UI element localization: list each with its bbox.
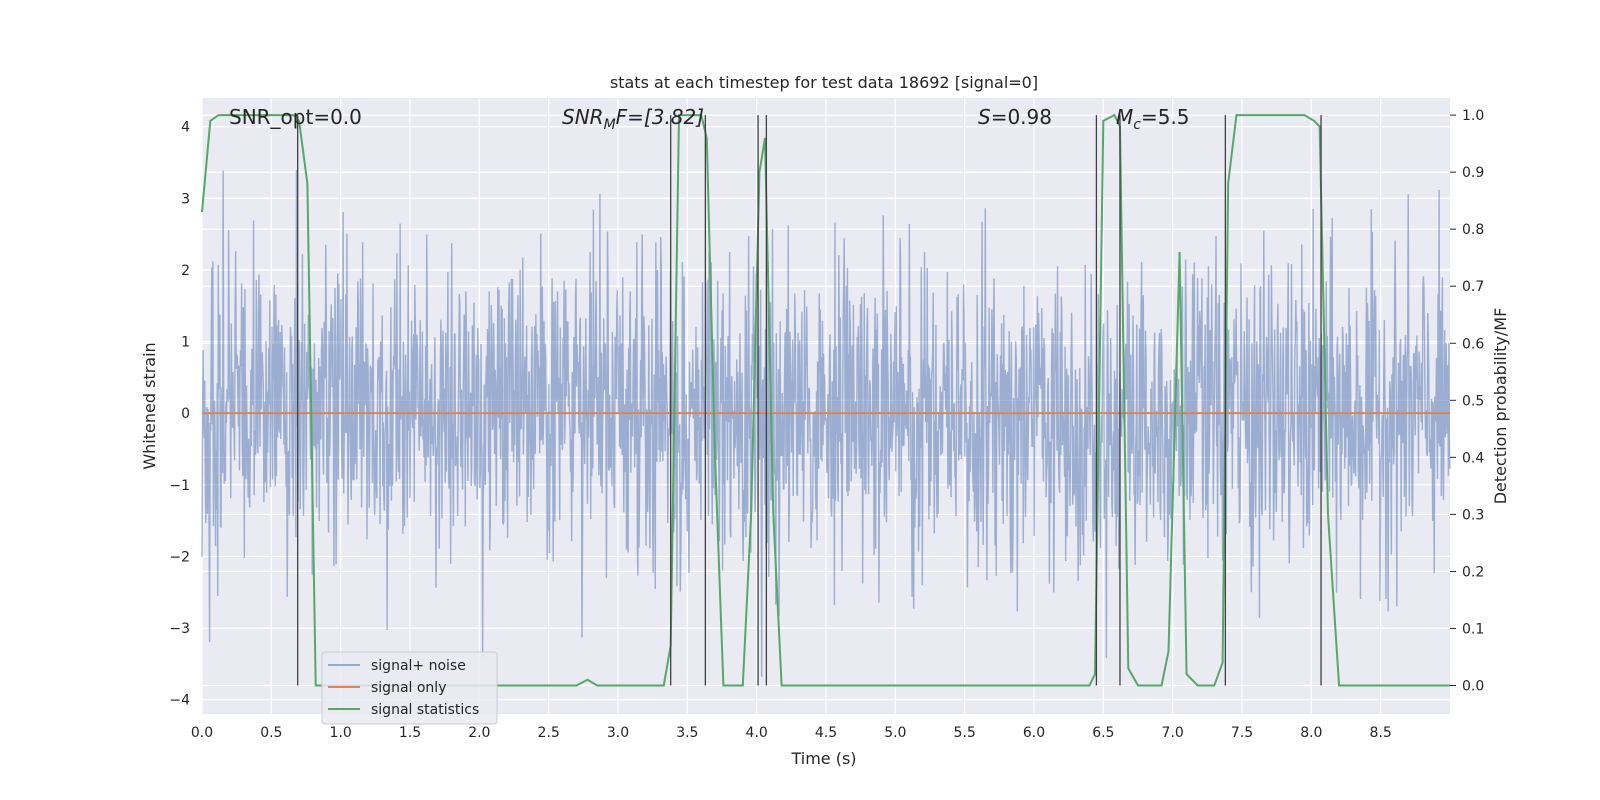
grid-lines [201,98,1450,714]
x-tick-label: 3.0 [607,725,629,741]
detection-markers [297,115,1322,686]
x-tick-label: 7.5 [1231,725,1253,741]
chart-title: stats at each timestep for test data 186… [610,73,1038,92]
x-tick-label: 5.5 [954,725,976,741]
y2-tick-label: 0.5 [1462,393,1484,409]
y2-tick-label: 0.6 [1462,336,1484,352]
annotation-snr-mf-sub: M [604,117,616,133]
annotation-snr-mf-rest: F=[3.82] [616,105,704,129]
x-tick-label: 2.5 [538,725,560,741]
x-tick-label: 5.0 [884,725,906,741]
legend-box [321,651,498,725]
legend-label-signal-plus-noise: signal+ noise [371,658,466,674]
y2-tick-labels: 1.0 0.9 0.8 0.7 0.6 0.5 0.4 0.3 0.2 0.1 0.0 [1450,108,1484,694]
x-tick-label: 0.0 [191,725,213,741]
annotation-snr-mf-base: SNR [562,105,604,129]
legend: signal+ noise signal only signal statist… [321,651,498,725]
x-tick-label: 4.0 [746,725,768,741]
noise-series-signal-plus-noise [201,169,1451,677]
annotation-mc-var: M [1116,105,1133,129]
y2-tick-label: 1.0 [1462,108,1484,124]
y-tick-label: 1 [181,335,190,351]
y2-tick-label: 0.2 [1462,564,1484,580]
annotation-mc-sub: c [1133,117,1141,133]
y-tick-label: 3 [181,191,190,207]
annotation-s: S=0.98 [978,105,1052,129]
y2-tick-label: 0.9 [1462,165,1484,181]
y-tick-label: 0 [181,406,190,422]
y2-tick-label: 0.1 [1462,621,1484,637]
annotation-s-var: S [978,105,991,129]
y-tick-label: 4 [181,120,190,136]
annotation-s-rest: =0.98 [991,105,1052,129]
y2-tick-label: 0.8 [1462,222,1484,238]
legend-label-signal-statistics: signal statistics [371,702,479,718]
x-tick-label: 1.0 [330,725,352,741]
x-tick-label: 6.0 [1023,725,1045,741]
y-tick-label: −2 [169,549,190,565]
x-tick-labels: 0.0 0.5 1.0 1.5 2.0 2.5 3.0 3.5 4.0 4.5 5.0 5.5 6.0 6… [191,725,1392,741]
x-tick-label: 2.0 [468,725,490,741]
y-axis-label: Whitened strain [140,342,159,469]
x-axis-label: Time (s) [790,749,856,768]
series-line-signal-plus-noise [201,169,1451,677]
legend-label-signal-only: signal only [371,680,446,696]
y-tick-label: −1 [169,478,190,494]
x-tick-label: 8.5 [1370,725,1392,741]
x-tick-label: 7.0 [1162,725,1184,741]
annotation-mc-rest: =5.5 [1141,105,1190,129]
annotation-mc: Mc=5.5 [1116,105,1190,133]
x-tick-label: 6.5 [1092,725,1114,741]
y2-axis-label: Detection probability/MF [1491,308,1510,505]
y2-tick-label: 0.7 [1462,279,1484,295]
y2-tick-label: 0.0 [1462,678,1484,694]
y-tick-label: −3 [169,621,190,637]
x-tick-label: 8.0 [1300,725,1322,741]
x-tick-label: 0.5 [260,725,282,741]
annotation-snr-mf: SNRMF=[3.82] [562,105,704,133]
x-tick-label: 3.5 [676,725,698,741]
x-tick-label: 1.5 [399,725,421,741]
annotation-snr-opt: SNR_opt=0.0 [229,105,362,129]
y2-tick-label: 0.4 [1462,450,1484,466]
y-tick-label: −4 [169,693,190,709]
x-tick-label: 4.5 [815,725,837,741]
y-tick-label: 2 [181,263,190,279]
y-tick-labels: 4 3 2 1 0 −1 −2 −3 −4 [169,120,190,709]
y2-tick-label: 0.3 [1462,507,1484,523]
